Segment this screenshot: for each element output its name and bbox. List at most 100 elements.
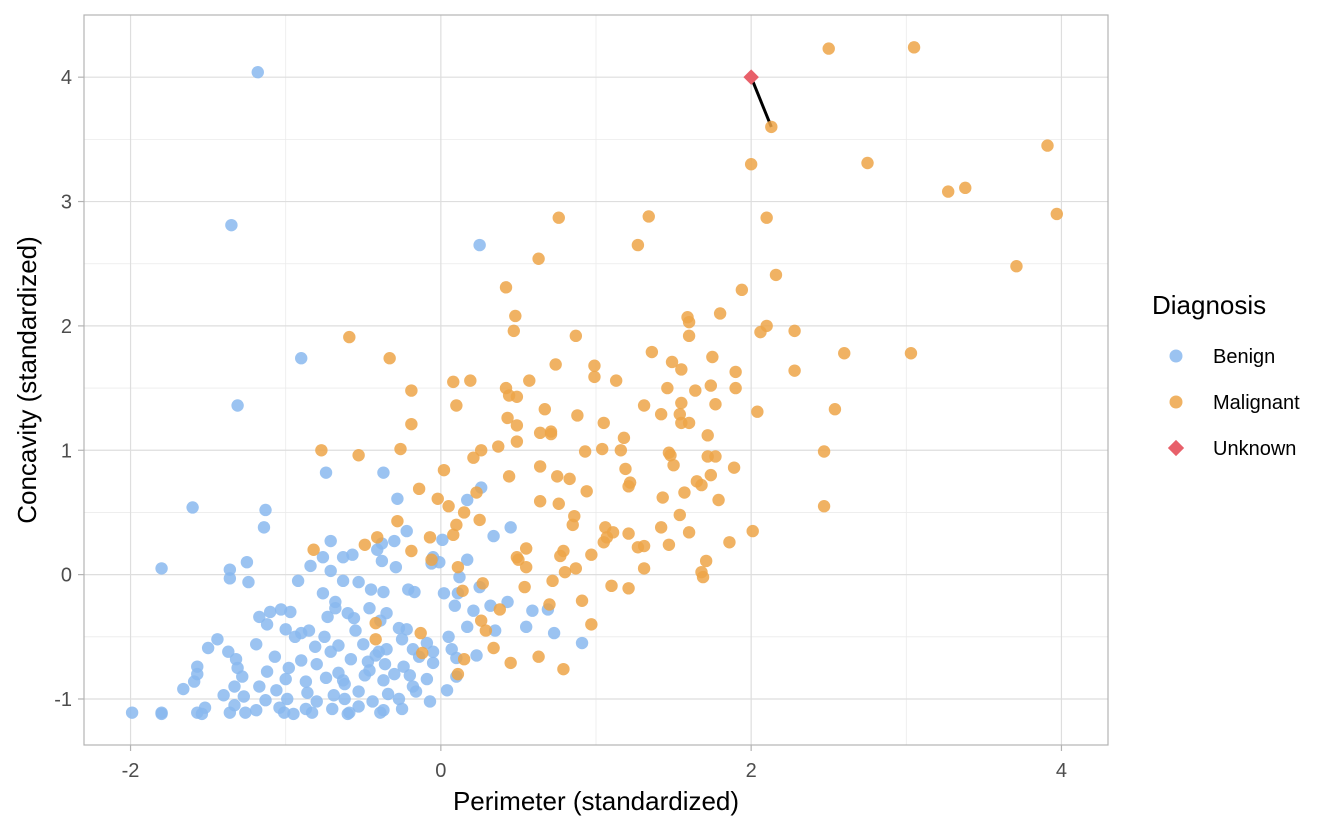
benign-point <box>201 641 215 655</box>
malignant-point <box>575 594 589 607</box>
malignant-point <box>383 352 396 365</box>
benign-point <box>291 574 305 588</box>
benign-point <box>319 466 333 479</box>
benign-point <box>341 707 354 721</box>
benign-point <box>257 521 271 534</box>
y-tick-label: 2 <box>61 316 72 338</box>
malignant-point <box>665 355 679 369</box>
malignant-point <box>532 650 545 663</box>
malignant-point <box>476 577 489 590</box>
malignant-point <box>596 442 609 456</box>
malignant-point <box>609 374 623 387</box>
benign-point <box>473 238 486 252</box>
benign-point <box>487 529 500 543</box>
grid-lines <box>84 15 1108 745</box>
malignant-point <box>751 405 764 418</box>
legend-item-unknown: Unknown <box>1167 438 1296 460</box>
malignant-point <box>474 614 488 627</box>
benign-point <box>222 645 235 658</box>
benign-point <box>279 623 292 636</box>
malignant-point <box>369 616 382 630</box>
benign-point <box>470 649 483 662</box>
malignant-point <box>552 211 565 224</box>
benign-point <box>177 682 190 696</box>
y-tick-label: 0 <box>61 565 72 587</box>
benign-point <box>453 570 466 584</box>
malignant-point <box>450 399 463 412</box>
legend-key-benign <box>1169 349 1183 363</box>
benign-point <box>231 399 244 412</box>
malignant-point <box>689 384 702 397</box>
malignant-point <box>622 527 635 540</box>
benign-point <box>526 604 539 617</box>
benign-point <box>259 694 272 707</box>
malignant-point <box>709 450 722 463</box>
malignant-point <box>442 500 455 513</box>
malignant-point <box>706 350 719 364</box>
benign-point <box>319 671 333 685</box>
malignant-point <box>549 358 562 371</box>
benign-point <box>332 666 345 680</box>
benign-point <box>211 633 224 646</box>
benign-point <box>336 574 350 588</box>
benign-point <box>381 687 395 701</box>
benign-point <box>374 706 387 719</box>
benign-point <box>344 652 358 666</box>
benign-point <box>251 66 264 79</box>
malignant-point <box>656 491 669 504</box>
malignant-point <box>617 431 631 445</box>
malignant-point <box>637 562 651 575</box>
x-axis-ticks: -2 0 2 4 <box>122 745 1067 782</box>
malignant-point <box>554 549 567 563</box>
malignant-point <box>474 444 488 457</box>
legend-label-benign: Benign <box>1213 346 1275 368</box>
malignant-point <box>661 381 674 395</box>
benign-point <box>336 551 350 564</box>
y-tick-label: -1 <box>54 689 72 711</box>
malignant-point <box>588 370 601 384</box>
benign-point <box>223 563 237 576</box>
benign-point <box>388 534 401 548</box>
malignant-point <box>760 211 773 224</box>
benign-point <box>250 638 263 651</box>
malignant-point <box>696 570 710 584</box>
malignant-point <box>861 156 874 170</box>
benign-point <box>519 620 533 634</box>
benign-point <box>318 630 331 644</box>
benign-point <box>223 572 237 585</box>
malignant-point <box>510 435 524 448</box>
benign-point <box>338 677 351 691</box>
benign-point <box>378 657 392 671</box>
malignant-point <box>682 315 696 329</box>
malignant-point <box>447 375 460 389</box>
malignant-point <box>425 553 438 566</box>
malignant-point <box>566 518 579 532</box>
malignant-point <box>622 480 635 493</box>
legend-key-unknown <box>1167 439 1185 457</box>
malignant-point <box>457 652 471 666</box>
malignant-point <box>307 543 320 556</box>
malignant-point <box>667 458 680 472</box>
malignant-point <box>1050 207 1064 221</box>
benign-point <box>377 585 390 599</box>
legend-key-malignant <box>1169 395 1183 409</box>
benign-point <box>225 218 238 232</box>
malignant-point <box>552 497 565 510</box>
plot-border <box>83 14 1109 746</box>
legend-label-malignant: Malignant <box>1213 392 1300 414</box>
malignant-point <box>451 667 465 681</box>
benign-point <box>277 706 291 719</box>
benign-point <box>288 630 302 644</box>
benign-point <box>406 680 420 693</box>
benign-point <box>281 692 294 706</box>
malignant-point <box>412 482 426 496</box>
malignant-point <box>352 449 365 462</box>
malignant-point <box>492 440 505 453</box>
malignant-point <box>558 565 572 579</box>
benign-point <box>371 543 384 556</box>
malignant-point <box>371 531 384 544</box>
x-tick-label: 4 <box>1056 760 1067 782</box>
benign-point <box>239 706 252 719</box>
malignant-point <box>456 584 469 597</box>
malignant-point <box>645 345 659 359</box>
